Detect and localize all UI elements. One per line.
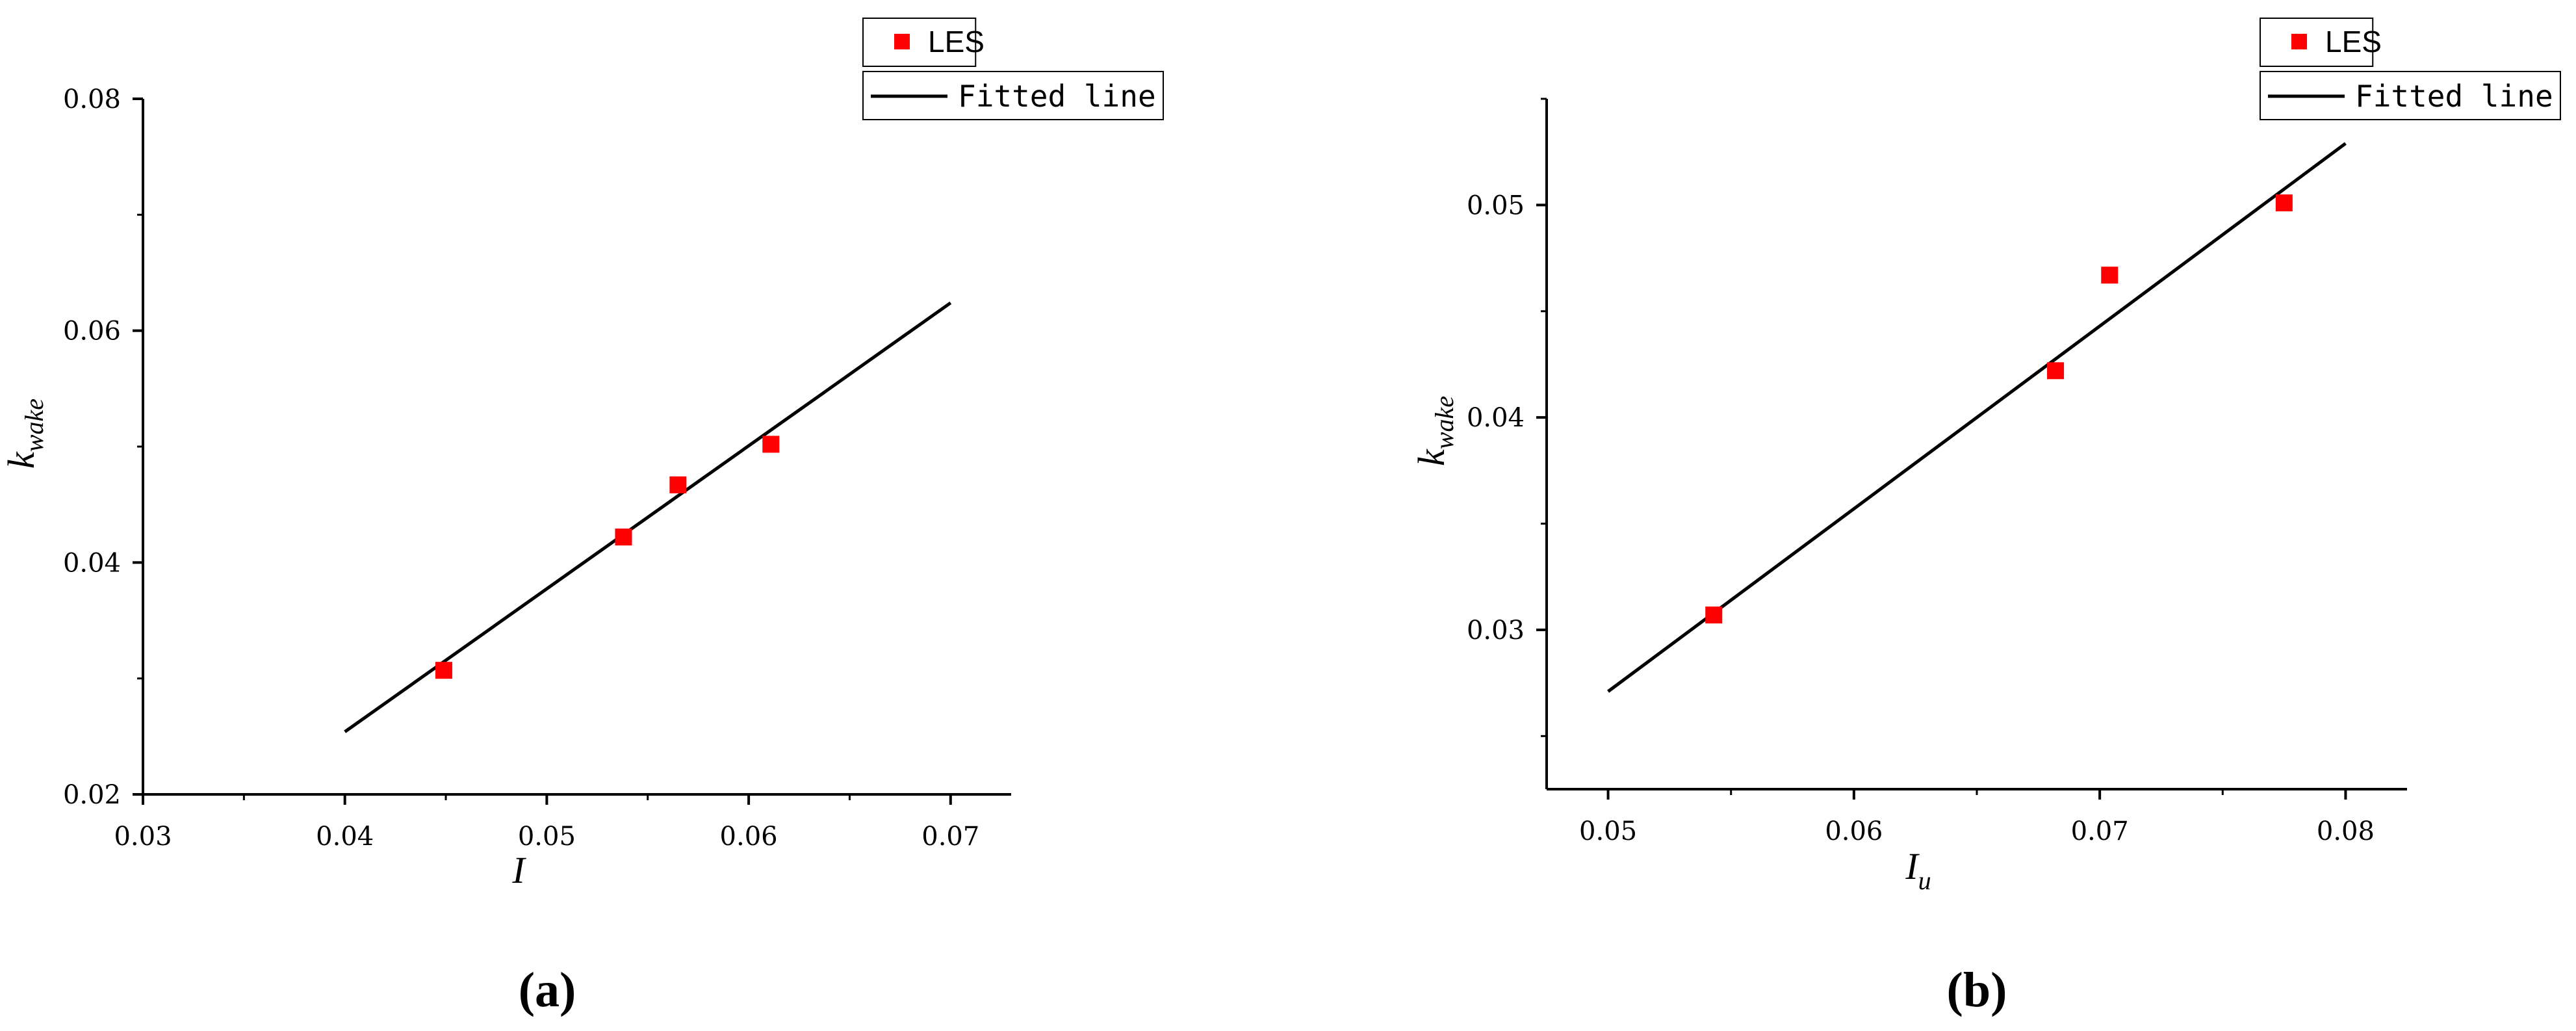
les-data-point xyxy=(2275,194,2293,212)
x-tick-label: 0.07 xyxy=(921,822,979,852)
legend-fitted-line-label: Fitted line xyxy=(2355,79,2553,114)
y-tick-label: 0.06 xyxy=(63,317,121,346)
x-axis-title: Iu xyxy=(1905,845,1931,895)
panel-b-caption: (b) xyxy=(1947,963,2007,1017)
y-tick-label: 0.03 xyxy=(1467,616,1525,646)
legend-box-les xyxy=(2260,18,2374,67)
chart-panel-a: 0.03 0.04 0.05 0.06 0.07 0.02 0.04 0.06 0.08 Ikwa… xyxy=(0,18,1164,891)
y-tick-label: 0.04 xyxy=(1467,403,1525,433)
legend-les-label: LES xyxy=(928,25,985,59)
x-tick-label: 0.07 xyxy=(2071,816,2129,846)
legend-box-les xyxy=(862,18,977,67)
panel-a-caption: (a) xyxy=(519,963,576,1017)
y-tick-label: 0.04 xyxy=(63,548,121,578)
legend-fitted-line-label: Fitted line xyxy=(958,79,1156,114)
legend-les-label: LES xyxy=(2325,25,2382,59)
x-tick-label: 0.08 xyxy=(2317,816,2375,846)
y-axis-title: kwake xyxy=(1410,396,1459,466)
les-data-point xyxy=(435,662,452,679)
fitted-line xyxy=(1607,142,2347,693)
les-data-point xyxy=(2101,267,2119,284)
les-data-point xyxy=(1705,607,1723,624)
x-tick-label: 0.05 xyxy=(1579,816,1637,846)
chart-panel-b: 0.05 0.06 0.07 0.08 0.03 0.04 0.05 Iu kwake LES Fi… xyxy=(1410,18,2561,895)
legend: LES Fitted line xyxy=(862,18,1164,120)
legend-box-fitted xyxy=(862,71,1164,120)
fitted-line xyxy=(344,301,952,733)
legend-les-marker xyxy=(894,34,910,49)
x-tick-label: 0.06 xyxy=(720,822,778,852)
y-axis-title: kwake xyxy=(0,398,49,469)
y-tick-label: 0.08 xyxy=(63,85,121,114)
x-tick-label: 0.06 xyxy=(1825,816,1883,846)
les-data-point xyxy=(669,476,687,493)
les-data-point xyxy=(615,529,632,546)
y-tick-label: 0.02 xyxy=(63,780,121,810)
x-tick-label: 0.03 xyxy=(114,822,172,852)
x-axis-title: I xyxy=(511,849,526,891)
les-data-point xyxy=(2047,362,2065,380)
les-data-point xyxy=(762,436,780,453)
legend-les-marker xyxy=(2291,34,2307,49)
legend: LES Fitted line xyxy=(2260,18,2561,120)
y-tick-label: 0.05 xyxy=(1467,190,1525,220)
legend-box-fitted xyxy=(2260,71,2561,120)
x-tick-label: 0.05 xyxy=(518,822,576,852)
x-tick-label: 0.04 xyxy=(316,822,374,852)
